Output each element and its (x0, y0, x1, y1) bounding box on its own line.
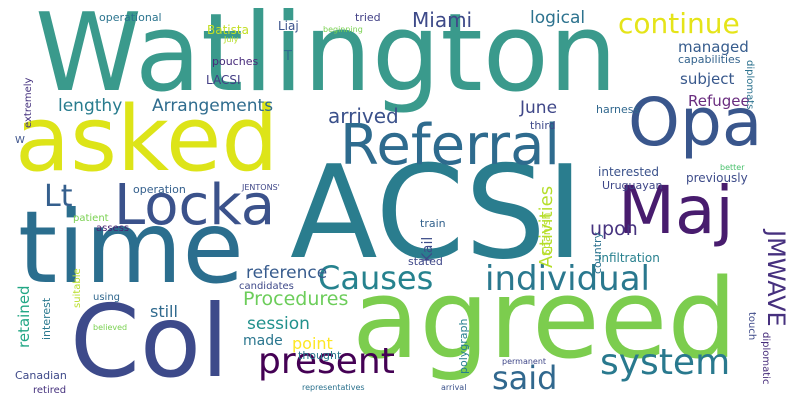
word-suitable: suitable (72, 268, 83, 308)
word-maj: Maj (618, 172, 734, 249)
word-spanish: Spanish (540, 212, 553, 256)
word-referral: Referral (340, 113, 560, 178)
word-touch: touch (746, 312, 757, 341)
word-interested: interested (598, 165, 660, 179)
word-said: said (492, 359, 558, 397)
word-session: session (247, 314, 310, 334)
word-locka: Locka (114, 173, 276, 238)
word-representatives: representatives (302, 383, 365, 392)
word-polygraph: polygraph (457, 318, 470, 374)
word-liaj: Liaj (278, 19, 299, 33)
word-retained: retained (15, 285, 33, 348)
word-permanent: permanent (502, 357, 547, 366)
word-jentons: JENTONS' (242, 183, 280, 192)
word-procedures: Procedures (243, 288, 349, 310)
word-retired: retired (33, 385, 67, 396)
word-arrived: arrived (328, 104, 399, 128)
word-miami: Miami (412, 8, 473, 32)
word-present: present (258, 341, 395, 382)
word-train: train (420, 217, 446, 230)
word-lacsi: LACSI (206, 73, 241, 87)
word-lengthy: lengthy (58, 96, 123, 116)
word-capabilities: capabilities (678, 53, 741, 66)
word-causes: Causes (318, 259, 434, 297)
word-extremely: extremely (23, 77, 34, 128)
word-subject: subject (680, 70, 735, 88)
word-batista: Batista (207, 23, 249, 37)
word-diplomatic: diplomatic (760, 332, 771, 385)
word-made: made (243, 333, 283, 349)
word-agreed: agreed (352, 255, 738, 383)
word-operational: operational (99, 11, 162, 24)
word-using: using (93, 292, 121, 303)
word-operation: operation (133, 183, 186, 196)
word-jmwave: JMWAVE (762, 230, 790, 327)
word-asked: asked (15, 87, 279, 192)
word-reference: reference (246, 263, 328, 283)
word-july: July (224, 35, 239, 44)
word-pouches: pouches (212, 55, 259, 68)
word-t: T (284, 49, 292, 64)
word-canadian: Canadian (15, 369, 67, 382)
word-system: system (600, 342, 731, 383)
word-continue: continue (618, 7, 740, 40)
word-refugee: Refugee (688, 92, 750, 110)
word-still: still (150, 302, 178, 321)
word-upon: upon (590, 218, 638, 240)
word-candidates: candidates (239, 281, 294, 292)
word-managed: managed (678, 38, 749, 56)
word-thought: thought (298, 349, 342, 362)
word-diplomats: diplomats (744, 60, 755, 110)
word-beginning: beginning (323, 25, 363, 34)
word-watlington: Watlington (35, 0, 618, 116)
word-better: better (720, 163, 745, 172)
word-third: third (530, 119, 556, 132)
word-logical: logical (530, 8, 586, 28)
word-infiltration: infiltration (598, 251, 660, 265)
word-arrival: arrival (441, 383, 467, 392)
word-previously: previously (686, 171, 748, 185)
word-june: June (520, 98, 558, 118)
word-lt: Lt (44, 179, 73, 214)
word-patient: patient (73, 213, 109, 224)
word-tried: tried (355, 11, 381, 24)
word-uruguayan: Uruguayan (602, 179, 663, 192)
word-time: time (18, 189, 244, 306)
word-point: point (292, 334, 333, 353)
word-w: W (15, 135, 25, 146)
word-harness: harness (596, 103, 640, 116)
word-believed: believed (93, 323, 128, 332)
word-interest: interest (40, 297, 53, 340)
word-arrangements: Arrangements (152, 96, 274, 116)
word-acsi: ACSI (290, 139, 584, 288)
word-assess: assess (96, 223, 130, 234)
word-opa: Opa (628, 84, 763, 161)
word-col: Col (70, 283, 229, 400)
word-individual: individual (485, 259, 651, 299)
word-stated: stated (408, 255, 443, 268)
